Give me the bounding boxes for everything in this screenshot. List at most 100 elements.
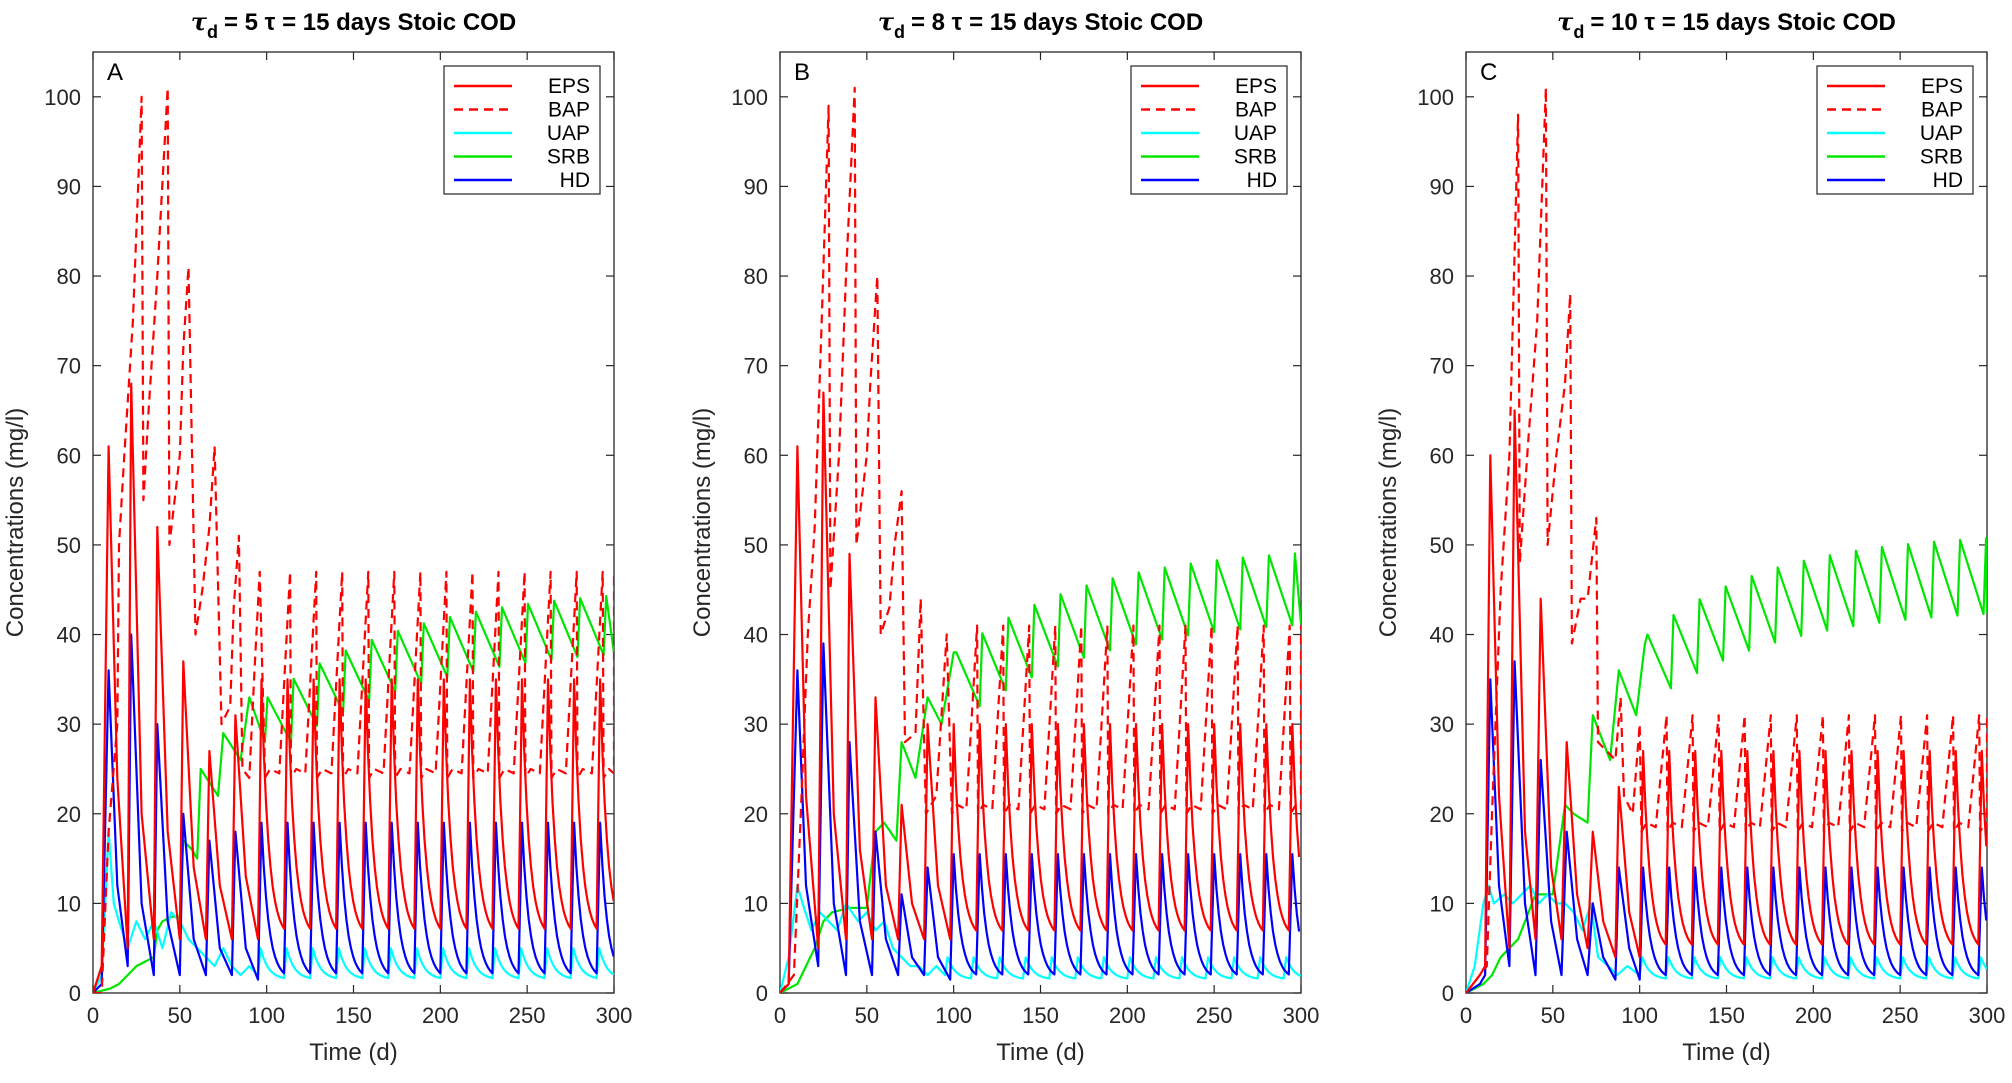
legend-label-hd: HD bbox=[1247, 169, 1277, 192]
x-tick-label: 0 bbox=[87, 1003, 99, 1028]
series-line-eps bbox=[93, 382, 614, 993]
legend-label-hd: HD bbox=[1933, 169, 1963, 192]
x-tick-label: 100 bbox=[248, 1003, 285, 1028]
legend-label-srb: SRB bbox=[1920, 146, 1963, 169]
legend-label-bap: BAP bbox=[548, 99, 590, 122]
legend-label-eps: EPS bbox=[1921, 75, 1963, 98]
chart-title: τd = 8 τ = 15 days Stoic COD bbox=[878, 7, 1203, 42]
x-tick-label: 100 bbox=[1621, 1003, 1658, 1028]
title-rest: = 10 τ = 15 days Stoic COD bbox=[1590, 9, 1896, 36]
x-tick-label: 200 bbox=[1109, 1003, 1146, 1028]
series-line-eps bbox=[1466, 409, 1987, 993]
title-rest: = 5 τ = 15 days Stoic COD bbox=[224, 9, 516, 36]
y-tick-label: 50 bbox=[1430, 533, 1454, 558]
y-tick-label: 10 bbox=[57, 891, 81, 916]
x-tick-label: 150 bbox=[1708, 1003, 1745, 1028]
y-tick-label: 70 bbox=[57, 354, 81, 379]
y-tick-label: 80 bbox=[744, 264, 768, 289]
y-tick-label: 90 bbox=[1430, 174, 1454, 199]
x-tick-label: 50 bbox=[1541, 1003, 1565, 1028]
y-axis-label: Concentrations (mg/l) bbox=[2, 408, 29, 637]
plot-area bbox=[780, 86, 1301, 993]
legend-box bbox=[443, 65, 601, 195]
y-tick-label: 60 bbox=[744, 443, 768, 468]
x-tick-label: 250 bbox=[1196, 1003, 1233, 1028]
chart-title: τd = 10 τ = 15 days Stoic COD bbox=[1557, 7, 1896, 42]
x-tick-label: 50 bbox=[855, 1003, 879, 1028]
legend-label-hd: HD bbox=[560, 169, 590, 192]
y-tick-label: 100 bbox=[1417, 85, 1454, 110]
plot-area bbox=[93, 86, 614, 993]
title-subscript: d bbox=[207, 22, 218, 42]
legend-label-eps: EPS bbox=[1235, 75, 1277, 98]
x-tick-label: 300 bbox=[1283, 1003, 1320, 1028]
legend-label-bap: BAP bbox=[1235, 99, 1277, 122]
series-line-hd bbox=[1466, 660, 1987, 993]
y-tick-label: 100 bbox=[44, 85, 81, 110]
chart-panel-a: 0 50 100 150 200 250 300 0 10 20 30 40 50 60 70 80 90 100… bbox=[2, 7, 632, 1066]
title-rest: = 8 τ = 15 days Stoic COD bbox=[911, 9, 1203, 36]
y-tick-label: 20 bbox=[57, 802, 81, 827]
x-tick-label: 200 bbox=[1795, 1003, 1832, 1028]
x-axis-label: Time (d) bbox=[309, 1039, 397, 1066]
x-tick-label: 150 bbox=[1022, 1003, 1059, 1028]
y-tick-label: 0 bbox=[69, 981, 81, 1006]
series-line-srb bbox=[1466, 537, 1987, 993]
y-tick-label: 20 bbox=[744, 802, 768, 827]
axes-box bbox=[779, 51, 1302, 994]
x-tick-label: 200 bbox=[422, 1003, 459, 1028]
y-tick-label: 40 bbox=[57, 623, 81, 648]
y-tick-label: 40 bbox=[744, 623, 768, 648]
title-tau: τ bbox=[878, 7, 895, 36]
x-tick-label: 250 bbox=[1882, 1003, 1919, 1028]
x-tick-label: 50 bbox=[168, 1003, 192, 1028]
panel-letter: C bbox=[1480, 59, 1497, 86]
title-subscript: d bbox=[1573, 22, 1584, 42]
x-tick-label: 0 bbox=[774, 1003, 786, 1028]
legend-label-uap: UAP bbox=[1920, 122, 1963, 145]
series-line-srb bbox=[780, 552, 1301, 993]
x-tick-label: 100 bbox=[935, 1003, 972, 1028]
panel-letter: B bbox=[794, 59, 810, 86]
chart-panel-c: 0 50 100 150 200 250 300 0 10 20 30 40 50 60 70 80 90 100… bbox=[1375, 7, 2005, 1066]
axes-box bbox=[92, 51, 615, 994]
series-line-eps bbox=[780, 391, 1301, 993]
legend-box bbox=[1130, 65, 1288, 195]
x-tick-label: 0 bbox=[1460, 1003, 1472, 1028]
y-axis-label: Concentrations (mg/l) bbox=[1375, 408, 1402, 637]
y-tick-label: 60 bbox=[1430, 443, 1454, 468]
x-axis-label: Time (d) bbox=[996, 1039, 1084, 1066]
axes-box bbox=[1465, 51, 1988, 994]
legend-label-srb: SRB bbox=[1234, 146, 1277, 169]
y-tick-label: 30 bbox=[1430, 712, 1454, 737]
y-tick-label: 80 bbox=[57, 264, 81, 289]
chart-title: τd = 5 τ = 15 days Stoic COD bbox=[191, 7, 516, 42]
series-line-hd bbox=[780, 642, 1301, 993]
title-tau: τ bbox=[1557, 7, 1574, 36]
legend-label-uap: UAP bbox=[547, 122, 590, 145]
series-line-uap bbox=[1466, 884, 1987, 993]
title-tau: τ bbox=[191, 7, 208, 36]
x-tick-label: 150 bbox=[335, 1003, 372, 1028]
y-tick-label: 70 bbox=[1430, 354, 1454, 379]
legend-label-uap: UAP bbox=[1234, 122, 1277, 145]
series-line-bap bbox=[780, 86, 1301, 993]
x-axis-label: Time (d) bbox=[1682, 1039, 1770, 1066]
series-line-bap bbox=[93, 86, 614, 993]
chart-panel-b: 0 50 100 150 200 250 300 0 10 20 30 40 50 60 70 80 90 100… bbox=[689, 7, 1319, 1066]
x-tick-label: 250 bbox=[509, 1003, 546, 1028]
series-line-hd bbox=[93, 633, 614, 993]
y-tick-label: 10 bbox=[744, 891, 768, 916]
legend-label-bap: BAP bbox=[1921, 99, 1963, 122]
legend-label-srb: SRB bbox=[547, 146, 590, 169]
title-subscript: d bbox=[894, 22, 905, 42]
y-tick-label: 60 bbox=[57, 443, 81, 468]
y-tick-label: 70 bbox=[744, 354, 768, 379]
y-tick-label: 30 bbox=[744, 712, 768, 737]
y-tick-label: 50 bbox=[744, 533, 768, 558]
legend-box bbox=[1816, 65, 1974, 195]
panel-letter: A bbox=[107, 59, 123, 86]
